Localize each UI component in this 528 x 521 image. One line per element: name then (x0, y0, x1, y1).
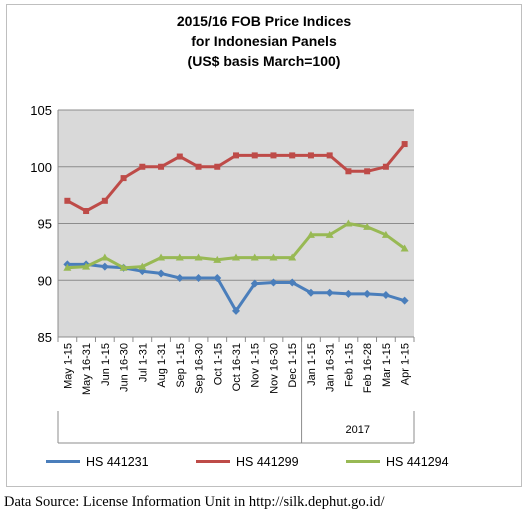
legend-item-hs441299: HS 441299 (196, 455, 299, 471)
data-point-hs-441299 (364, 168, 371, 175)
data-point-hs-441294 (119, 263, 128, 271)
data-point-hs-441299 (326, 152, 333, 159)
data-point-hs-441231 (288, 278, 297, 287)
data-point-hs-441231 (344, 289, 353, 298)
x-tick-label: Jun 16-30 (119, 343, 131, 392)
chart-title-line-2: for Indonesian Panels (191, 33, 337, 49)
data-point-hs-441231 (194, 273, 203, 282)
data-point-hs-441299 (289, 152, 296, 159)
data-point-hs-441294 (381, 230, 390, 238)
data-point-hs-441231 (213, 273, 222, 282)
data-point-hs-441299 (382, 163, 389, 170)
x-tick-label: Apr 1-15 (400, 343, 412, 385)
data-point-hs-441231 (157, 269, 166, 278)
legend-swatch-hs441294 (346, 460, 380, 464)
x-tick-label: Sep 16-30 (194, 343, 206, 394)
legend-label-hs441294: HS 441294 (386, 455, 449, 469)
y-tick-label: 95 (38, 217, 52, 232)
data-point-hs-441294 (269, 253, 278, 261)
data-point-hs-441299 (345, 168, 352, 175)
data-point-hs-441299 (83, 208, 90, 215)
data-point-hs-441299 (307, 152, 314, 159)
data-point-hs-441294 (63, 263, 72, 271)
data-point-hs-441294 (250, 253, 259, 261)
data-point-hs-441294 (306, 230, 315, 238)
data-point-hs-441299 (401, 141, 408, 148)
data-point-hs-441294 (344, 219, 353, 227)
data-point-hs-441299 (101, 197, 108, 204)
data-point-hs-441231 (325, 288, 334, 297)
data-point-hs-441299 (176, 153, 183, 160)
legend-item-hs441231: HS 441231 (46, 455, 149, 471)
data-point-hs-441294 (363, 222, 372, 230)
x-tick-label: Jul 1-31 (137, 343, 149, 382)
legend-label-hs441231: HS 441231 (86, 455, 149, 469)
x-tick-label: Feb 1-15 (343, 343, 355, 387)
data-point-hs-441294 (325, 230, 334, 238)
data-point-hs-441294 (138, 262, 147, 270)
data-point-hs-441299 (270, 152, 277, 159)
y-tick-label: 85 (38, 330, 52, 345)
data-point-hs-441231 (100, 262, 109, 271)
data-point-hs-441294 (400, 244, 409, 252)
legend-swatch-hs441299 (196, 460, 230, 464)
x-tick-label: Feb 16-28 (362, 343, 374, 393)
x-tick-label: Mar 1-15 (381, 343, 393, 387)
x-tick-label: Nov 16-30 (268, 343, 280, 394)
x-tick-label: Jan 16-31 (325, 343, 337, 392)
data-point-hs-441231 (306, 288, 315, 297)
data-point-hs-441294 (82, 262, 91, 270)
x-tick-label: Dec 1-15 (287, 343, 299, 388)
data-point-hs-441294 (157, 253, 166, 261)
data-point-hs-441231 (250, 279, 259, 288)
data-point-hs-441231 (232, 306, 240, 315)
x-tick-label: Jun 1-15 (100, 343, 112, 386)
x-tick-label: May 16-31 (81, 343, 93, 395)
data-point-hs-441299 (120, 175, 127, 182)
x-tick-label: Aug 1-31 (156, 343, 168, 388)
x-tick-label: May 1-15 (62, 343, 74, 389)
data-point-hs-441231 (381, 291, 390, 300)
y-tick-label: 100 (30, 160, 52, 175)
x-tick-label: Oct 1-15 (212, 343, 224, 385)
data-point-hs-441299 (158, 163, 165, 170)
chart-title-line-1: 2015/16 FOB Price Indices (176, 13, 352, 29)
data-point-hs-441299 (64, 197, 71, 204)
x-tick-label: Oct 16-31 (231, 343, 243, 391)
data-point-hs-441231 (363, 289, 372, 298)
chart-frame (6, 4, 522, 487)
data-point-hs-441294 (288, 253, 297, 261)
y-tick-label: 105 (30, 103, 52, 118)
x-tick-label: Nov 1-15 (250, 343, 262, 388)
data-point-hs-441294 (100, 253, 109, 261)
x-tick-label: Sep 1-15 (175, 343, 187, 388)
data-point-hs-441299 (139, 163, 146, 170)
legend-item-hs441294: HS 441294 (346, 455, 449, 471)
data-source-note: Data Source: License Information Unit in… (4, 494, 385, 510)
legend-swatch-hs441231 (46, 460, 80, 464)
data-point-hs-441294 (194, 253, 203, 261)
y-tick-label: 90 (38, 273, 52, 288)
data-point-hs-441299 (251, 152, 258, 159)
data-point-hs-441294 (213, 255, 222, 263)
data-point-hs-441294 (232, 253, 240, 261)
data-point-hs-441231 (400, 296, 409, 305)
data-point-hs-441299 (195, 163, 202, 170)
data-point-hs-441231 (269, 278, 278, 287)
data-point-hs-441299 (233, 152, 239, 159)
data-point-hs-441299 (214, 163, 221, 170)
year-group-label: 2017 (346, 424, 370, 436)
data-point-hs-441231 (175, 273, 184, 282)
data-point-hs-441294 (175, 253, 184, 261)
legend-label-hs441299: HS 441299 (236, 455, 299, 469)
chart-title-line-3: (US$ basis March=100) (187, 53, 341, 69)
x-tick-label: Jan 1-15 (306, 343, 318, 386)
